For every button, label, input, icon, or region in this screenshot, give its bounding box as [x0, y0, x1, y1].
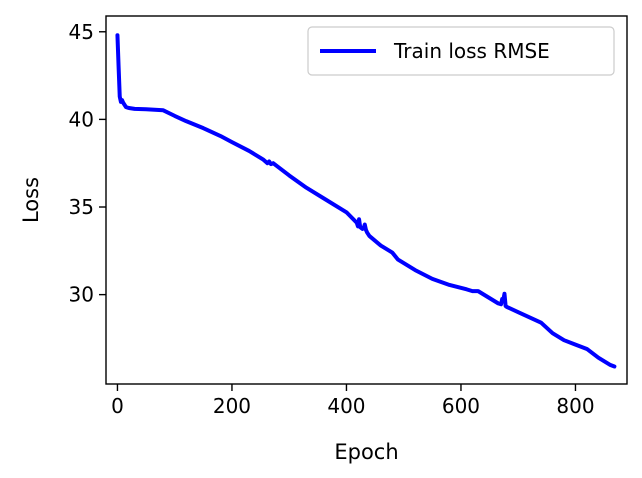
y-tick-label: 35: [69, 195, 94, 219]
x-tick-label: 800: [556, 394, 594, 418]
x-tick-label: 400: [327, 394, 365, 418]
plot-frame: [105, 15, 628, 385]
x-axis-label: Epoch: [334, 440, 398, 464]
y-tick-label: 40: [69, 107, 94, 131]
legend-label: Train loss RMSE: [393, 39, 550, 63]
y-axis-label: Loss: [19, 177, 43, 223]
y-tick-label: 45: [69, 20, 94, 44]
x-tick-label: 200: [213, 394, 251, 418]
legend: Train loss RMSE: [307, 26, 615, 76]
x-tick-label: 600: [442, 394, 480, 418]
series-line-0: [115, 33, 617, 369]
x-tick-label: 0: [111, 394, 124, 418]
legend-box: [307, 26, 615, 76]
y-tick-label: 30: [69, 283, 94, 307]
